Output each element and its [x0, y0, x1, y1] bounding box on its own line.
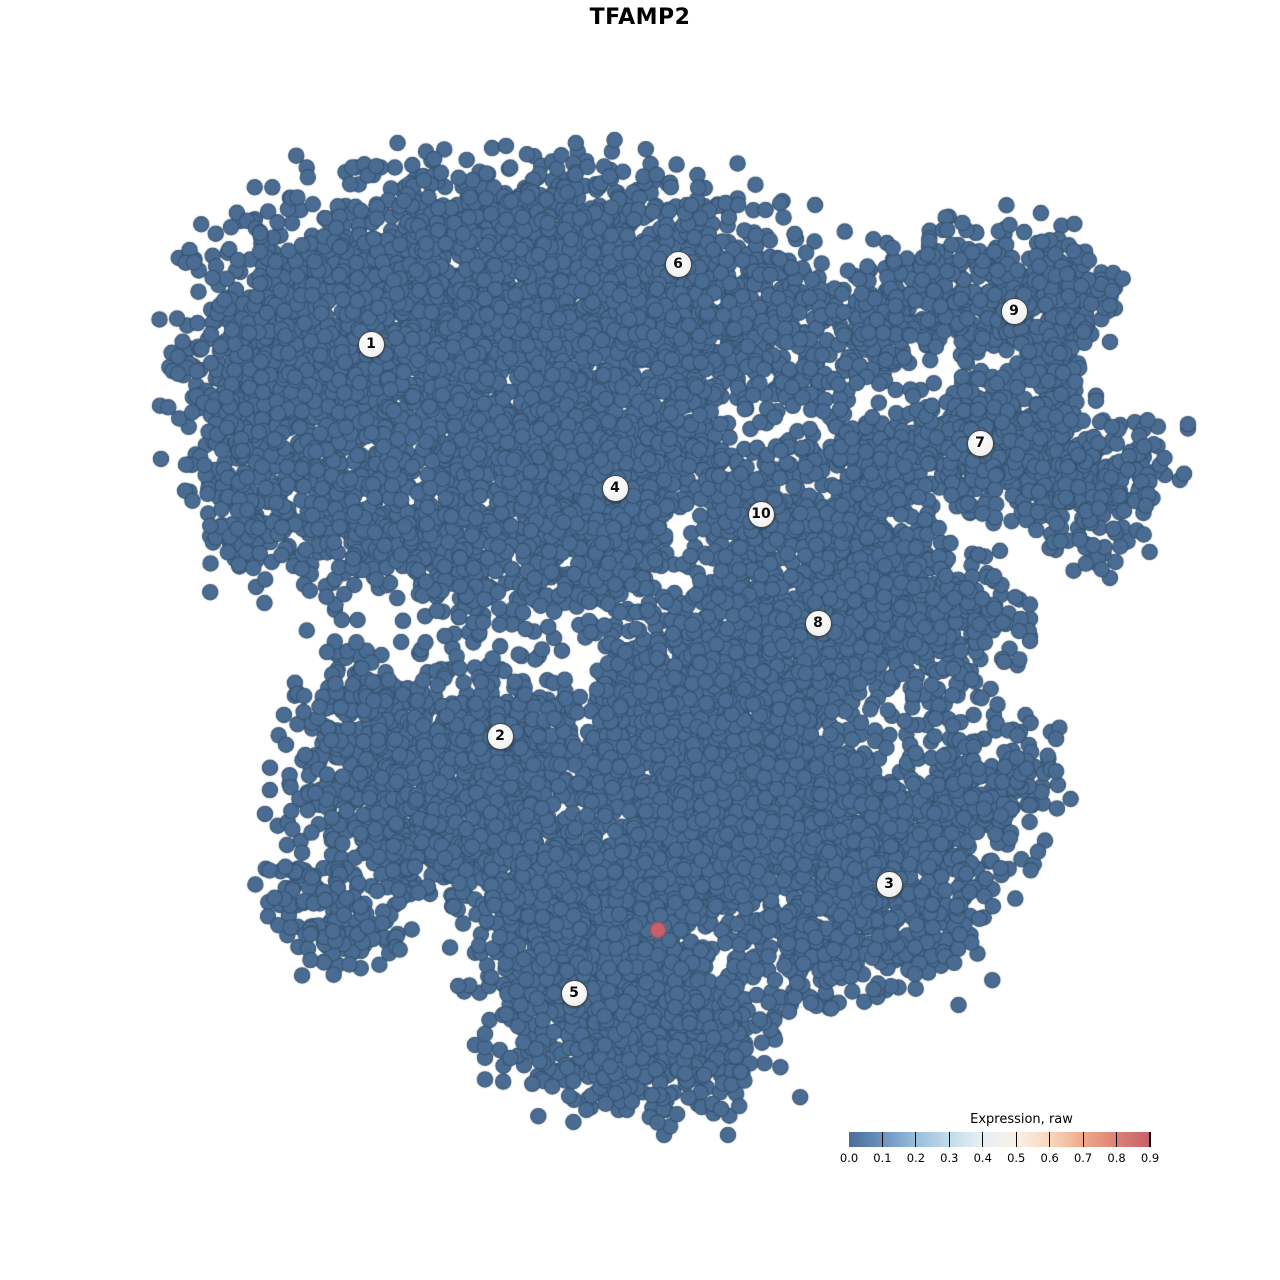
legend-gradient-bar — [849, 1132, 1151, 1147]
cluster-label-badge: 8 — [804, 609, 832, 637]
legend-tick-line — [948, 1132, 950, 1147]
legend-tick-line — [1015, 1132, 1017, 1147]
legend-tick-label: 0.2 — [906, 1151, 926, 1165]
legend-tick-label: 0.4 — [973, 1151, 992, 1165]
legend-tick-labels: 0.0 0.1 0.2 0.3 0.4 0.5 0.6 0.7 0.8 0.9 — [840, 1151, 1159, 1165]
expression-legend: Expression, raw 0.0 0.1 0.2 0.3 0.4 0.5 0.6 0.7… — [840, 1112, 1159, 1165]
legend-tick-label: 0.3 — [940, 1151, 959, 1165]
legend-tick-label: 0.0 — [839, 1151, 859, 1165]
legend-tick-label: 0.8 — [1107, 1151, 1126, 1165]
legend-tick-label: 0.9 — [1140, 1151, 1160, 1165]
cluster-label-badge: 3 — [875, 870, 903, 898]
legend-tick-line — [1049, 1132, 1051, 1147]
legend-tick-label: 0.1 — [873, 1151, 892, 1165]
legend-tick-line — [1115, 1132, 1118, 1147]
cluster-label-badge: 6 — [664, 250, 692, 278]
legend-tick-label: 0.5 — [1007, 1151, 1026, 1165]
legend-title: Expression, raw — [970, 1112, 1073, 1127]
cluster-label-badge: 2 — [486, 722, 514, 750]
legend-tick-line — [881, 1132, 884, 1147]
cluster-label-badge: 9 — [1000, 297, 1028, 325]
legend-tick-label: 0.6 — [1040, 1151, 1059, 1165]
legend-tick-line — [915, 1132, 917, 1147]
cluster-label-badge: 4 — [601, 474, 629, 502]
cluster-label-badge: 5 — [560, 979, 588, 1007]
legend-tick-label: 0.7 — [1073, 1151, 1093, 1165]
legend-tick-line — [982, 1132, 984, 1147]
cluster-label-badge: 10 — [747, 500, 775, 528]
cluster-label-badge: 7 — [966, 429, 994, 457]
legend-tick-line — [1082, 1132, 1084, 1147]
legend-tick-line — [1149, 1132, 1151, 1147]
cluster-label-badge: 1 — [357, 330, 385, 358]
